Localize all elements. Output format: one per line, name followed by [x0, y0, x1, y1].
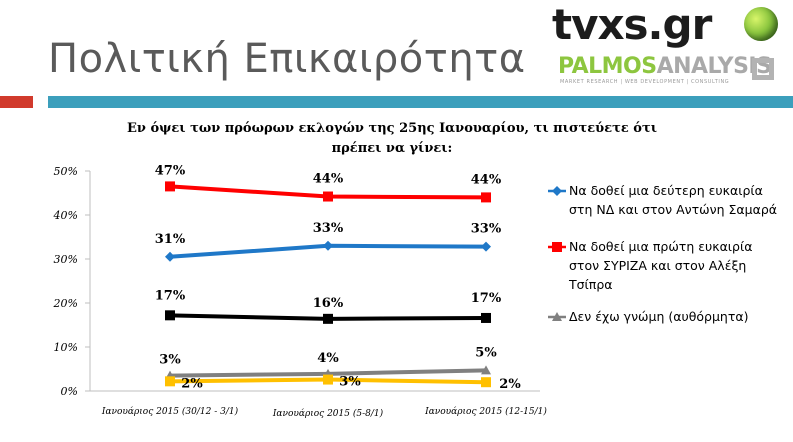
- data-label: 5%: [475, 345, 497, 360]
- data-point: [165, 376, 175, 387]
- data-label: 33%: [313, 221, 344, 236]
- data-label: 3%: [339, 375, 361, 390]
- data-point: [323, 313, 333, 324]
- logo-square-icon: [752, 58, 774, 80]
- y-tick-label: 20%: [53, 297, 78, 310]
- data-point: [481, 312, 491, 323]
- data-point: [165, 181, 175, 192]
- data-point: [481, 241, 491, 252]
- data-point: [323, 191, 333, 202]
- data-point: [481, 377, 491, 388]
- data-label: 44%: [313, 172, 344, 187]
- data-label: 31%: [155, 232, 186, 247]
- data-label: 16%: [313, 296, 344, 311]
- chart-title-line: Εν όψει των πρόωρων εκλογών της 25ης Ιαν…: [127, 121, 657, 136]
- data-label: 2%: [181, 376, 203, 391]
- y-tick-label: 40%: [53, 209, 78, 222]
- y-tick-label: 50%: [54, 165, 78, 178]
- data-point: [323, 240, 333, 251]
- data-point: [481, 192, 491, 203]
- page-title: Πολιτική Επικαιρότητα: [48, 36, 526, 82]
- legend-label: Τσίπρα: [568, 277, 613, 292]
- data-label: 47%: [155, 163, 186, 178]
- legend-label: στον ΣΥΡΙΖΑ και στον Αλέξη: [569, 258, 746, 273]
- y-tick-label: 30%: [54, 253, 78, 266]
- data-point: [481, 365, 491, 375]
- data-point: [552, 242, 562, 252]
- legend-label: Να δοθεί μια δεύτερη ευκαιρία: [569, 183, 763, 198]
- data-label: 44%: [471, 172, 502, 187]
- globe-icon: [744, 7, 778, 41]
- accent-bar-red: [0, 96, 33, 108]
- data-label: 3%: [159, 353, 181, 368]
- y-tick-label: 0%: [61, 385, 78, 398]
- data-label: 17%: [471, 291, 502, 306]
- legend-label: Να δοθεί μια πρώτη ευκαιρία: [569, 239, 752, 254]
- accent-bar-blue: [48, 96, 793, 108]
- data-label: 17%: [155, 288, 186, 303]
- data-point: [552, 312, 562, 321]
- data-label: 2%: [499, 377, 521, 392]
- tvxs-logo: tvxs.gr: [552, 0, 712, 49]
- x-tick-label: Ιανουάριος 2015 (30/12 - 3/1): [101, 406, 239, 417]
- data-point: [165, 310, 175, 321]
- data-point: [323, 374, 333, 385]
- x-tick-label: Ιανουάριος 2015 (5-8/1): [272, 408, 384, 419]
- data-point: [165, 251, 175, 262]
- legend-label: στη ΝΔ και στον Αντώνη Σαμαρά: [569, 202, 777, 217]
- data-label: 33%: [471, 222, 502, 237]
- x-tick-label: Ιανουάριος 2015 (12-15/1): [424, 406, 547, 417]
- chart-title-line: πρέπει να γίνει:: [332, 141, 453, 156]
- data-point: [552, 186, 562, 196]
- y-tick-label: 10%: [54, 341, 78, 354]
- logo-palmos-part: PALMOS: [558, 54, 657, 79]
- legend-label: Δεν έχω γνώμη (αυθόρμητα): [569, 309, 748, 324]
- data-label: 4%: [317, 351, 339, 366]
- logo-tagline: MARKET RESEARCH | WEB DEVELOPMENT | CONS…: [560, 79, 730, 85]
